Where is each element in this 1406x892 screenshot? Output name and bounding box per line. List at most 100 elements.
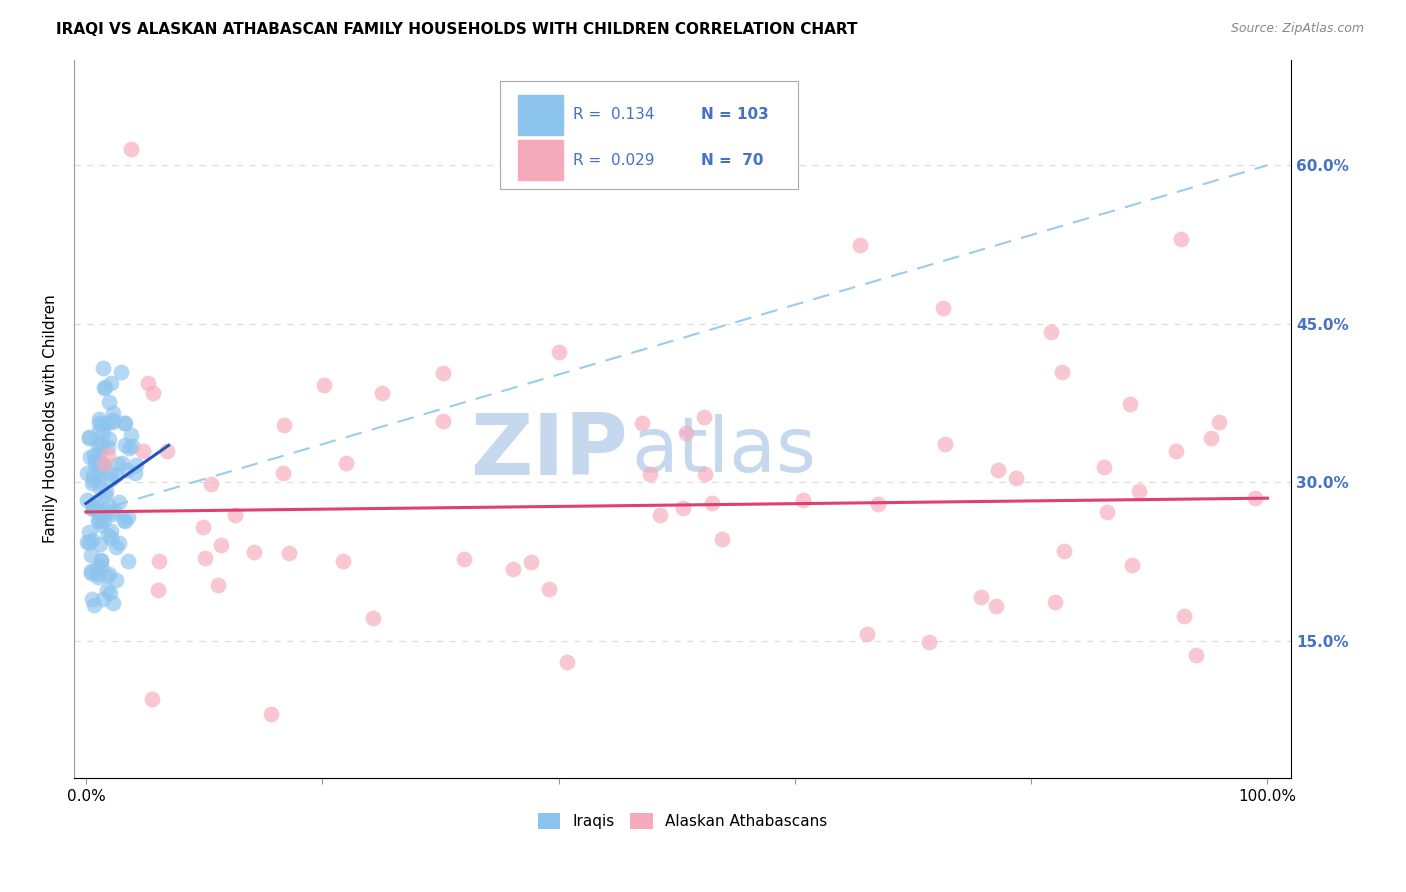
Point — [96, 416, 118, 430]
Point — [82, 473, 104, 487]
Point — [91, 426, 114, 441]
Text: Source: ZipAtlas.com: Source: ZipAtlas.com — [1230, 22, 1364, 36]
Point — [121, 439, 143, 453]
Point — [97, 500, 120, 514]
Point — [1005, 471, 1028, 485]
Point — [1045, 594, 1067, 608]
Point — [112, 513, 135, 527]
Point — [1097, 506, 1119, 520]
Point — [361, 610, 384, 624]
Point — [86, 455, 108, 469]
Point — [1092, 460, 1115, 475]
Point — [136, 376, 159, 390]
Point — [94, 502, 117, 516]
Point — [82, 476, 104, 491]
Point — [103, 504, 125, 518]
Point — [82, 467, 104, 482]
Point — [84, 500, 107, 514]
Point — [868, 497, 890, 511]
Point — [89, 537, 111, 551]
Point — [98, 585, 121, 599]
Point — [142, 385, 165, 400]
Point — [84, 495, 107, 509]
Point — [100, 472, 122, 486]
Point — [156, 444, 179, 458]
Point — [89, 412, 111, 426]
Text: R =  0.029: R = 0.029 — [574, 153, 655, 168]
Point — [84, 457, 107, 471]
Point — [693, 467, 716, 482]
Text: N =  70: N = 70 — [700, 153, 763, 168]
Point — [931, 301, 953, 315]
Point — [918, 634, 941, 648]
Point — [141, 691, 163, 706]
Point — [93, 360, 115, 375]
Point — [100, 524, 122, 538]
Point — [89, 471, 111, 485]
Point — [132, 443, 155, 458]
Point — [89, 417, 111, 431]
Point — [82, 533, 104, 548]
Point — [114, 515, 136, 529]
Point — [111, 457, 134, 471]
Point — [101, 406, 124, 420]
Point — [520, 555, 543, 569]
Point — [93, 514, 115, 528]
Text: IRAQI VS ALASKAN ATHABASCAN FAMILY HOUSEHOLDS WITH CHILDREN CORRELATION CHART: IRAQI VS ALASKAN ATHABASCAN FAMILY HOUSE… — [56, 22, 858, 37]
Point — [370, 386, 392, 401]
FancyBboxPatch shape — [519, 95, 564, 135]
Point — [124, 466, 146, 480]
Point — [90, 558, 112, 573]
Point — [93, 458, 115, 472]
Point — [987, 463, 1010, 477]
Point — [1121, 558, 1143, 572]
Point — [314, 378, 336, 392]
Point — [100, 376, 122, 390]
Point — [91, 457, 114, 471]
Point — [87, 424, 110, 438]
Point — [792, 492, 814, 507]
Point — [277, 546, 299, 560]
Point — [83, 501, 105, 516]
Point — [849, 237, 872, 252]
Point — [124, 458, 146, 472]
Point — [117, 554, 139, 568]
Point — [638, 467, 661, 482]
Point — [80, 564, 103, 578]
Text: atlas: atlas — [631, 414, 817, 488]
Point — [77, 534, 100, 549]
Point — [1170, 232, 1192, 246]
Point — [1119, 397, 1142, 411]
Point — [675, 426, 697, 441]
Point — [90, 517, 112, 532]
Point — [1185, 648, 1208, 662]
Point — [548, 345, 571, 359]
Point — [934, 437, 956, 451]
Point — [1053, 544, 1076, 558]
Point — [671, 501, 693, 516]
Point — [273, 418, 295, 433]
Point — [108, 536, 131, 550]
Point — [107, 495, 129, 509]
Point — [224, 508, 246, 522]
Point — [112, 416, 135, 430]
Point — [146, 582, 169, 597]
Legend: Iraqis, Alaskan Athabascans: Iraqis, Alaskan Athabascans — [531, 807, 834, 835]
Point — [148, 554, 170, 568]
Point — [79, 566, 101, 580]
Point — [90, 437, 112, 451]
Point — [91, 592, 114, 607]
Point — [984, 599, 1007, 613]
Point — [107, 457, 129, 471]
Point — [80, 592, 103, 607]
Point — [209, 538, 232, 552]
Point — [93, 381, 115, 395]
Point — [502, 562, 524, 576]
FancyBboxPatch shape — [519, 140, 564, 180]
Point — [114, 438, 136, 452]
Point — [79, 450, 101, 464]
Point — [207, 578, 229, 592]
Point — [1208, 416, 1230, 430]
Point — [87, 514, 110, 528]
Point — [259, 706, 281, 721]
